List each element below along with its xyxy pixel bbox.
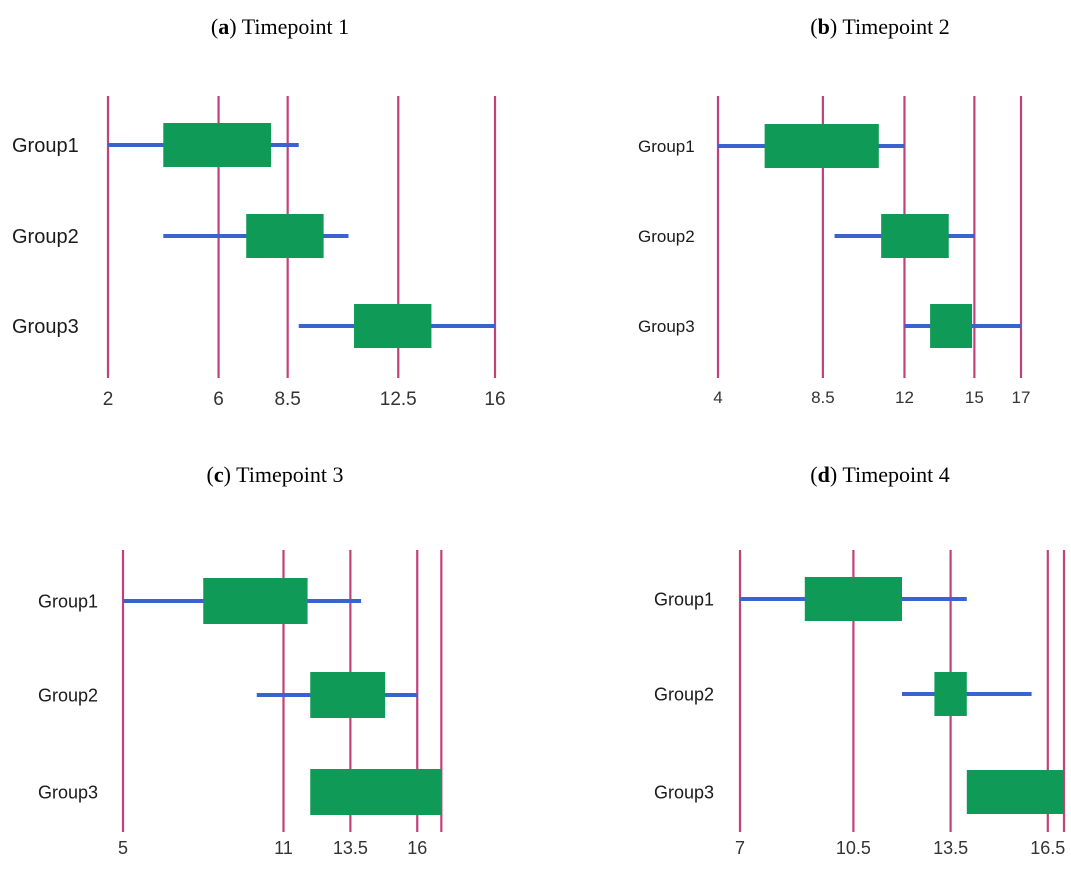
panel-b-title-text: Timepoint 2	[842, 14, 950, 39]
category-label-1: Group1	[12, 135, 79, 157]
tick-label-2: 13.5	[933, 838, 968, 858]
tick-label-2: 8.5	[274, 389, 300, 410]
panel-b-title: (b) Timepoint 2	[810, 14, 950, 39]
tick-label-0: 7	[735, 838, 745, 858]
panel-a-chart: Group1 Group2 Group3 2 6 8.5 12.5 16	[12, 96, 506, 410]
tick-label-0: 5	[118, 838, 128, 858]
tick-label-4: 16	[484, 389, 505, 410]
panel-a-title: (a) Timepoint 1	[210, 14, 350, 39]
box-2	[246, 214, 324, 258]
category-label-2: Group2	[638, 227, 695, 246]
panel-a-letter: a	[218, 14, 230, 39]
tick-label-1: 8.5	[811, 388, 835, 407]
box-2	[881, 214, 949, 258]
tick-label-3: 16.5	[1030, 838, 1065, 858]
tick-label-0: 2	[103, 389, 114, 410]
panel-c-title: (c) Timepoint 3	[206, 462, 344, 487]
box-2	[310, 672, 386, 718]
category-label-3: Group3	[638, 317, 695, 336]
box-3	[310, 769, 442, 815]
category-label-2: Group2	[38, 685, 98, 705]
tick-label-2: 13.5	[333, 838, 368, 858]
tick-label-0: 4	[713, 388, 722, 407]
panel-a-title-text: Timepoint 1	[241, 14, 350, 39]
tick-label-3: 16	[407, 838, 427, 858]
box-2	[934, 672, 967, 716]
panel-b-letter: b	[817, 14, 830, 39]
category-label-1: Group1	[654, 589, 714, 609]
category-label-2: Group2	[654, 684, 714, 704]
panel-c-title-text: Timepoint 3	[236, 462, 344, 487]
panel-c-letter: c	[213, 462, 224, 487]
category-label-3: Group3	[12, 316, 79, 338]
box-1	[764, 124, 879, 168]
panel-d-title: (d) Timepoint 4	[810, 462, 950, 487]
tick-label-1: 11	[274, 838, 293, 858]
category-label-1: Group1	[38, 591, 98, 611]
box-3	[930, 304, 973, 348]
panel-d-letter: d	[817, 462, 830, 487]
category-label-3: Group3	[654, 782, 714, 802]
box-1	[163, 123, 272, 167]
box-3	[354, 304, 432, 348]
panel-c: (c) Timepoint 3 Group1 Group2 Group3 5 11 13.…	[0, 440, 540, 874]
tick-label-3: 15	[965, 388, 984, 407]
panel-a: (a) Timepoint 1 Group1 Group2 Group3 2 6 8.5 1…	[0, 0, 540, 430]
category-label-1: Group1	[638, 137, 695, 156]
tick-label-3: 12.5	[380, 389, 417, 410]
panel-d-title-text: Timepoint 4	[842, 462, 950, 487]
panel-b-chart: Group1 Group2 Group3 4 8.5 12 15 17	[638, 96, 1031, 407]
category-label-3: Group3	[38, 782, 98, 802]
category-label-2: Group2	[12, 226, 79, 248]
box-1	[804, 577, 902, 621]
panel-d: (d) Timepoint 4 Group1 Group2 Group3 7 10.5 1…	[540, 440, 1071, 874]
panel-c-chart: Group1 Group2 Group3 5 11 13.5 16	[38, 550, 443, 858]
tick-label-4: 17	[1012, 388, 1031, 407]
box-1	[203, 578, 308, 624]
panel-b: (b) Timepoint 2 Group1 Group2 Group3 4 8.5 12…	[540, 0, 1071, 430]
panel-d-chart: Group1 Group2 Group3 7 10.5 13.5 16.5	[654, 550, 1065, 858]
tick-label-1: 10.5	[836, 838, 871, 858]
tick-label-1: 6	[213, 389, 224, 410]
box-3	[966, 770, 1064, 814]
tick-label-2: 12	[895, 388, 914, 407]
